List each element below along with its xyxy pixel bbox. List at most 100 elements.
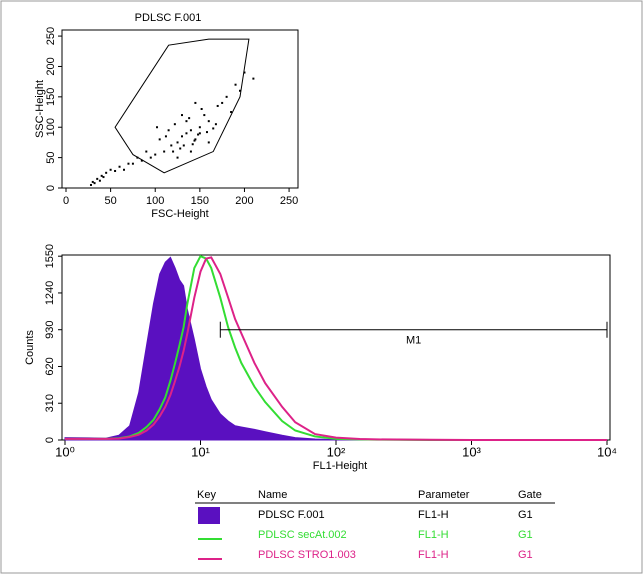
legend-name: PDLSC STRO1.003 bbox=[258, 549, 356, 561]
gate bbox=[114, 38, 250, 174]
dot bbox=[221, 101, 224, 104]
dot bbox=[194, 138, 197, 141]
dot bbox=[102, 176, 105, 179]
plot-frame bbox=[61, 29, 299, 189]
dot bbox=[216, 104, 219, 107]
dot bbox=[100, 174, 103, 177]
line bbox=[65, 256, 607, 441]
legend-gate: G1 bbox=[518, 549, 533, 561]
dot bbox=[176, 141, 179, 144]
dot bbox=[123, 168, 125, 171]
dot bbox=[197, 133, 200, 136]
legend-gate: G1 bbox=[518, 509, 533, 521]
dot bbox=[212, 127, 215, 130]
dot bbox=[93, 182, 96, 185]
dot bbox=[91, 180, 94, 183]
dot bbox=[96, 177, 99, 180]
dot bbox=[176, 156, 179, 159]
x-tick-label: 150 bbox=[191, 195, 209, 207]
legend-parameter: FL1-H bbox=[418, 549, 449, 561]
dot bbox=[185, 132, 188, 135]
x-axis-label: FL1-Height bbox=[313, 460, 367, 472]
dot bbox=[172, 150, 175, 153]
dot bbox=[118, 165, 121, 168]
legend-name: PDLSC secAt.002 bbox=[258, 529, 347, 541]
dot bbox=[194, 101, 197, 104]
dot bbox=[185, 120, 188, 123]
marker-label: M1 bbox=[406, 335, 421, 347]
dot bbox=[188, 117, 191, 120]
x-tick-label: 250 bbox=[280, 195, 298, 207]
y-tick-label: 620 bbox=[44, 357, 56, 375]
dot bbox=[181, 114, 183, 117]
dot bbox=[114, 169, 117, 172]
chart-title: PDLSC F.001 bbox=[135, 12, 202, 24]
dot bbox=[225, 95, 228, 98]
y-tick-label: 1240 bbox=[44, 281, 56, 305]
y-tick-label: 310 bbox=[44, 394, 56, 412]
dot bbox=[156, 126, 159, 129]
dot bbox=[182, 144, 185, 147]
line bbox=[65, 254, 607, 441]
legend-header: Name bbox=[258, 489, 287, 501]
dot bbox=[179, 147, 182, 150]
dot bbox=[98, 179, 101, 182]
dot bbox=[198, 126, 201, 129]
x-tick-label: 10³ bbox=[462, 444, 481, 459]
y-tick-label: 0 bbox=[45, 185, 57, 191]
dot bbox=[243, 71, 246, 74]
legend-parameter: FL1-H bbox=[418, 509, 449, 521]
dot bbox=[109, 168, 112, 171]
dot bbox=[89, 183, 92, 186]
dot bbox=[131, 162, 134, 165]
dot bbox=[145, 150, 148, 153]
legend-header: Parameter bbox=[418, 489, 470, 501]
dot bbox=[191, 143, 194, 146]
dot bbox=[105, 171, 108, 174]
legend-name: PDLSC F.001 bbox=[258, 509, 325, 521]
dot bbox=[252, 77, 255, 80]
dot bbox=[163, 150, 166, 153]
dot bbox=[189, 150, 192, 153]
dot bbox=[207, 120, 210, 123]
dot bbox=[127, 162, 130, 165]
y-tick-label: 200 bbox=[45, 57, 57, 75]
legend-header: Key bbox=[197, 489, 216, 501]
x-tick-label: 10⁰ bbox=[55, 444, 75, 459]
x-tick-label: 100 bbox=[146, 195, 164, 207]
x-axis-label: FSC-Height bbox=[151, 208, 208, 220]
dot bbox=[167, 129, 170, 132]
dot bbox=[234, 83, 237, 86]
dot bbox=[189, 129, 192, 132]
y-tick-label: 930 bbox=[44, 321, 56, 339]
x-tick-label: 10⁴ bbox=[597, 444, 617, 459]
dot bbox=[173, 123, 176, 126]
legend-header: Gate bbox=[518, 489, 542, 501]
dot bbox=[149, 156, 152, 159]
y-tick-label: 250 bbox=[45, 27, 57, 45]
y-tick-label: 0 bbox=[44, 437, 56, 443]
dot bbox=[170, 144, 173, 147]
y-tick-label: 100 bbox=[45, 118, 57, 136]
dot bbox=[158, 138, 161, 141]
y-axis-label: SSC-Height bbox=[34, 80, 46, 138]
legend-gate: G1 bbox=[518, 529, 533, 541]
y-tick-label: 150 bbox=[45, 88, 57, 106]
legend-key bbox=[198, 507, 220, 524]
y-tick-label: 50 bbox=[45, 151, 57, 163]
x-tick-label: 50 bbox=[104, 195, 116, 207]
dot bbox=[140, 159, 143, 162]
x-tick-label: 200 bbox=[235, 195, 253, 207]
dot bbox=[205, 131, 208, 134]
dot bbox=[207, 141, 210, 144]
legend-parameter: FL1-H bbox=[418, 529, 449, 541]
dot bbox=[193, 139, 196, 142]
dot bbox=[200, 108, 203, 110]
dot bbox=[164, 135, 167, 138]
dot bbox=[203, 114, 206, 117]
dot bbox=[181, 135, 183, 138]
dot bbox=[214, 123, 217, 126]
dot bbox=[198, 132, 201, 135]
